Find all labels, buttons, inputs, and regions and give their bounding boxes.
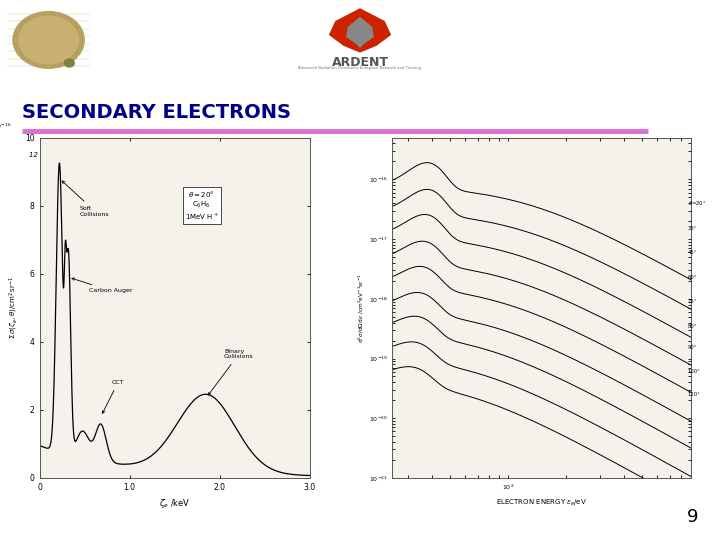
- Text: $\theta$=20°: $\theta$=20°: [688, 199, 706, 207]
- Text: Binary
Collisions: Binary Collisions: [208, 349, 253, 395]
- Text: 80°: 80°: [688, 323, 697, 328]
- Y-axis label: d$^2\sigma$/d$\Omega$d$\varepsilon$ /cm$^2$eV$^{-1}$sr$^{-1}$: d$^2\sigma$/d$\Omega$d$\varepsilon$ /cm$…: [356, 273, 366, 343]
- Polygon shape: [330, 9, 390, 52]
- Text: 12  •  •  •  4.    Particle Tracks and Energy Deposition: 12 • • • 4. Particle Tracks and Energy D…: [29, 152, 217, 158]
- X-axis label: $\zeta_e$ /keV: $\zeta_e$ /keV: [159, 497, 190, 510]
- Text: ARDENT: ARDENT: [331, 56, 389, 69]
- Text: INFN: INFN: [612, 20, 680, 44]
- Circle shape: [13, 12, 84, 68]
- Y-axis label: $\Sigma\,\sigma(\zeta_e,\theta)$/cm$^2\,$sr$^{-1}$: $\Sigma\,\sigma(\zeta_e,\theta)$/cm$^2\,…: [7, 276, 19, 340]
- Text: 75°: 75°: [688, 299, 697, 304]
- Text: 9: 9: [687, 508, 698, 526]
- Text: 60°: 60°: [688, 275, 697, 280]
- Text: Carbon Auger: Carbon Auger: [72, 278, 132, 293]
- Text: 90°: 90°: [688, 346, 697, 350]
- Text: 45°: 45°: [688, 250, 697, 255]
- Text: CCT: CCT: [102, 380, 125, 413]
- Circle shape: [64, 59, 74, 67]
- Text: SECONDARY ELECTRONS: SECONDARY ELECTRONS: [22, 103, 291, 122]
- Text: Advanced Radiation Dosimetry European Network and Training: Advanced Radiation Dosimetry European Ne…: [298, 65, 422, 70]
- X-axis label: ELECTRON ENERGY $\varepsilon_e$/eV: ELECTRON ENERGY $\varepsilon_e$/eV: [496, 498, 588, 508]
- Text: 30°: 30°: [688, 226, 697, 231]
- Text: 120°: 120°: [688, 392, 701, 397]
- Text: 100°: 100°: [688, 369, 701, 374]
- Text: Soft
Collisions: Soft Collisions: [62, 181, 109, 217]
- Text: $\theta = 20°$
C$_6$H$_6$
1MeV H$^+$: $\theta = 20°$ C$_6$H$_6$ 1MeV H$^+$: [185, 188, 218, 222]
- Text: 1.4 MeV H⁺ ON N₂: 1.4 MeV H⁺ ON N₂: [504, 152, 560, 157]
- Text: $\cdot10^{-16}$: $\cdot10^{-16}$: [0, 122, 12, 131]
- Circle shape: [19, 16, 78, 64]
- Polygon shape: [346, 17, 374, 48]
- Text: ISTITUTO NAZIONALE DI FISICA NUCLEARE: ISTITUTO NAZIONALE DI FISICA NUCLEARE: [609, 59, 683, 63]
